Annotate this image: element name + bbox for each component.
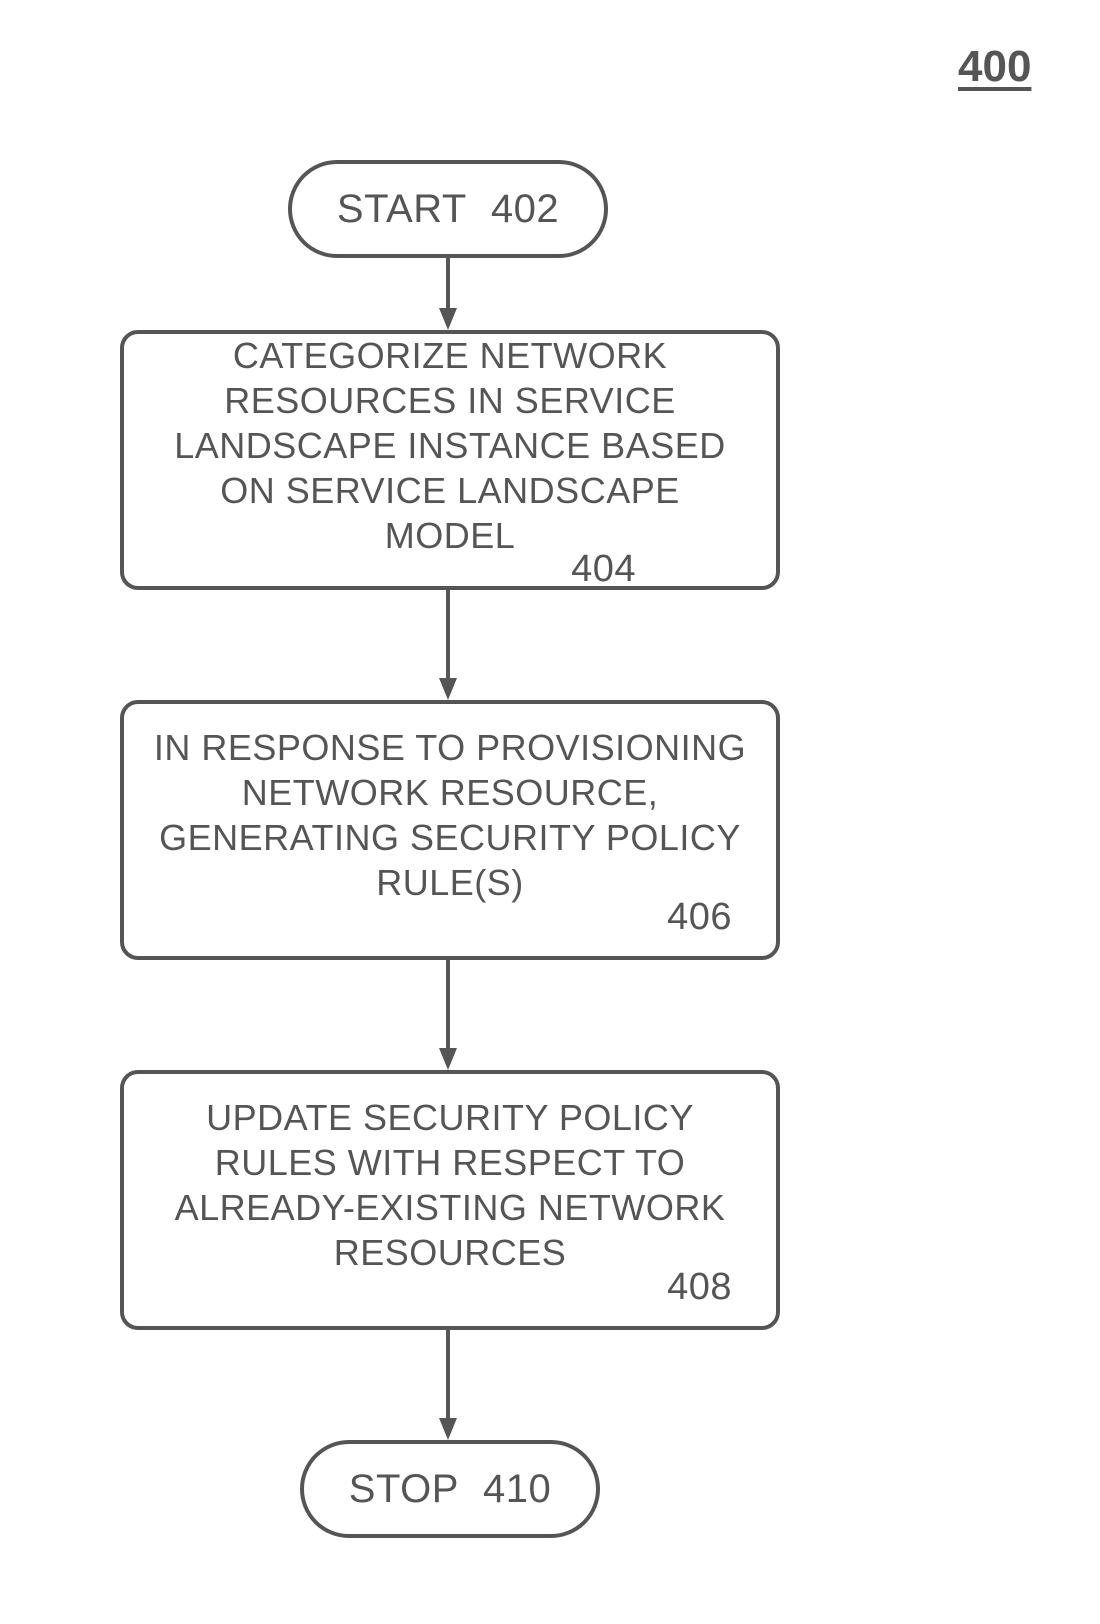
edge-line xyxy=(446,590,450,678)
edge-arrow-head xyxy=(439,1418,457,1440)
edge-line xyxy=(446,258,450,308)
start-ref: 402 xyxy=(491,184,559,234)
process-update-rules-ref: 408 xyxy=(667,1264,732,1312)
process-generate-rules: IN RESPONSE TO PROVISIONING NETWORK RESO… xyxy=(120,700,780,960)
start-label: START xyxy=(337,184,467,234)
edge-arrow-head xyxy=(439,308,457,330)
process-categorize-text: CATEGORIZE NETWORK RESOURCES IN SERVICE … xyxy=(174,335,725,556)
stop-label: STOP xyxy=(349,1464,459,1514)
process-categorize-ref: 404 xyxy=(571,546,636,594)
process-categorize: CATEGORIZE NETWORK RESOURCES IN SERVICE … xyxy=(120,330,780,590)
process-update-rules-text: UPDATE SECURITY POLICY RULES WITH RESPEC… xyxy=(175,1097,726,1273)
edge-line xyxy=(446,960,450,1048)
stop-terminator: STOP 410 xyxy=(300,1440,600,1538)
edge-arrow-head xyxy=(439,1048,457,1070)
process-generate-rules-text: IN RESPONSE TO PROVISIONING NETWORK RESO… xyxy=(154,727,746,903)
edge-line xyxy=(446,1330,450,1418)
process-generate-rules-ref: 406 xyxy=(667,894,732,942)
flowchart-canvas: 400 START 402 CATEGORIZE NETWORK RESOURC… xyxy=(0,0,1100,1624)
edge-arrow-head xyxy=(439,678,457,700)
figure-reference-number: 400 xyxy=(958,42,1031,92)
start-terminator: START 402 xyxy=(288,160,608,258)
stop-ref: 410 xyxy=(483,1464,551,1514)
process-update-rules: UPDATE SECURITY POLICY RULES WITH RESPEC… xyxy=(120,1070,780,1330)
